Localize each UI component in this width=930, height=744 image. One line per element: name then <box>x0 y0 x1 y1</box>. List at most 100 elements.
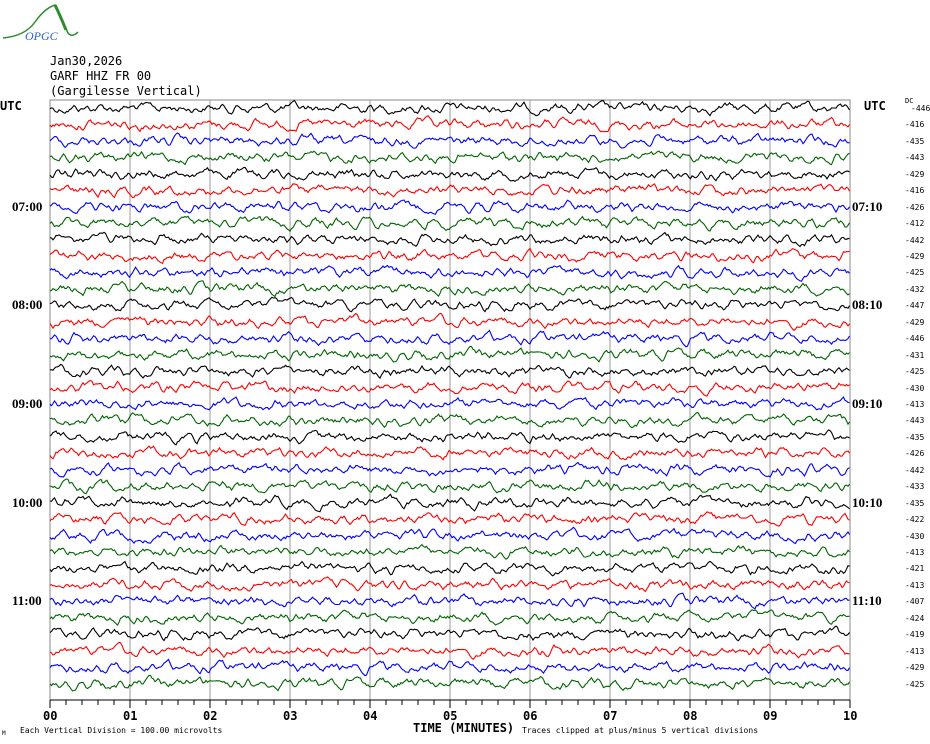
dc-offset-value: -442 <box>905 235 925 245</box>
seismic-trace <box>49 264 850 282</box>
dc-offset-value: -425 <box>905 268 925 278</box>
dc-offset-value: -426 <box>905 202 925 212</box>
dc-offset-value: -426 <box>905 449 925 459</box>
dc-offset-value: -419 <box>905 630 925 640</box>
dc-offset-value: -447 <box>905 301 925 311</box>
seismic-trace <box>49 412 850 429</box>
seismic-trace <box>49 543 850 560</box>
right-time-label: 10:10 <box>852 494 883 510</box>
dc-offset-value: -425 <box>905 679 925 689</box>
dc-offset-value: -416 <box>905 120 925 130</box>
seismic-trace <box>49 396 850 411</box>
dc-offset-value: -430 <box>905 531 925 541</box>
clip-note: Traces clipped at plus/minus 5 vertical … <box>522 726 759 735</box>
x-tick-label: 07 <box>603 709 618 723</box>
dc-offset-value: -413 <box>905 400 925 409</box>
seismic-trace <box>49 231 850 248</box>
dc-offset-value: -435 <box>905 432 925 442</box>
left-time-label: 10:00 <box>12 494 43 510</box>
dc-offset-value: -412 <box>905 219 925 229</box>
left-time-label: 07:00 <box>12 198 43 214</box>
dc-offset-value: -429 <box>905 252 925 261</box>
left-time-label: 08:00 <box>12 297 43 313</box>
seismic-trace <box>49 609 850 627</box>
dc-offset-value: -446 <box>911 104 930 113</box>
x-tick-label: 10 <box>843 709 858 723</box>
seismic-trace <box>49 674 850 692</box>
seismic-trace <box>49 560 850 577</box>
dc-title: DC <box>905 97 914 105</box>
seismic-trace <box>49 576 850 593</box>
dc-offset-value: -433 <box>905 482 925 492</box>
dc-offset-value: -443 <box>905 416 925 426</box>
x-axis-title: TIME (MINUTES) <box>413 721 515 735</box>
dc-offset-value: -443 <box>905 153 925 163</box>
seismic-trace <box>49 641 850 661</box>
location-label: (Gargilesse Vertical) <box>50 84 202 98</box>
right-time-label: 07:10 <box>852 198 883 214</box>
seismic-trace <box>49 99 850 117</box>
seismic-trace <box>49 183 850 199</box>
right-time-label: 08:10 <box>852 297 883 313</box>
dc-offset-value: -413 <box>905 548 925 557</box>
seismic-trace <box>49 658 850 677</box>
dc-offset-value: -429 <box>905 317 925 327</box>
seismic-trace <box>49 625 850 642</box>
date-label: Jan30,2026 <box>50 54 123 68</box>
x-tick-label: 09 <box>763 709 778 723</box>
dc-offset-value: -435 <box>905 136 925 146</box>
station-label: GARF HHZ FR 00 <box>50 69 152 83</box>
seismic-trace <box>49 166 850 182</box>
dc-offset-value: -407 <box>905 597 925 607</box>
scale-note: Each Vertical Division = 100.00 microvol… <box>20 726 223 735</box>
seismic-trace <box>49 296 850 313</box>
x-tick-label: 06 <box>523 709 538 723</box>
x-tick-label: 03 <box>283 709 298 723</box>
seismic-trace <box>49 379 850 397</box>
dc-offset-value: -431 <box>905 350 925 360</box>
right-time-label: 11:10 <box>852 593 882 609</box>
dc-offset-value: -429 <box>905 169 925 179</box>
seismic-trace <box>49 461 850 478</box>
dc-offset-value: -446 <box>905 334 925 344</box>
seismic-trace <box>49 132 850 149</box>
seismic-trace <box>49 363 850 380</box>
dc-offset-value: -432 <box>905 284 925 294</box>
seismic-trace <box>49 526 850 545</box>
dc-offset-value: -430 <box>905 383 925 393</box>
x-tick-label: 04 <box>363 709 378 723</box>
dc-offset-value: -425 <box>905 367 925 377</box>
x-tick-label: 05 <box>443 709 458 723</box>
seismic-trace <box>49 215 850 233</box>
right-utc-title: UTC <box>864 99 886 113</box>
right-time-label: 09:10 <box>852 396 883 411</box>
seismic-trace <box>49 445 850 461</box>
x-tick-label: 01 <box>123 709 138 723</box>
x-tick-label: 00 <box>43 709 58 723</box>
opgc-logo: OPGC <box>2 4 79 43</box>
seismic-trace <box>49 329 850 348</box>
dc-offset-value: -413 <box>905 646 925 656</box>
seismic-trace <box>49 493 850 513</box>
seismic-trace <box>49 478 850 495</box>
left-time-label: 11:00 <box>12 593 42 609</box>
svg-text:OPGC: OPGC <box>25 29 59 43</box>
seismic-trace <box>49 280 850 298</box>
dc-offset-value: -422 <box>905 515 925 525</box>
dc-offset-value: -435 <box>905 498 925 508</box>
dc-offset-value: -416 <box>905 186 925 196</box>
left-utc-title: UTC <box>0 99 22 113</box>
seismic-trace <box>49 199 850 215</box>
seismic-trace <box>49 114 850 133</box>
dc-offset-value: -424 <box>905 613 925 623</box>
seismic-trace <box>49 345 850 363</box>
seismic-trace <box>49 150 850 166</box>
seismic-trace <box>49 592 850 610</box>
seismic-trace <box>49 247 850 265</box>
corner-mark: M <box>2 730 6 737</box>
left-time-label: 09:00 <box>12 396 43 411</box>
seismic-trace <box>49 511 850 527</box>
seismic-trace <box>49 429 850 446</box>
x-tick-label: 02 <box>203 709 218 723</box>
